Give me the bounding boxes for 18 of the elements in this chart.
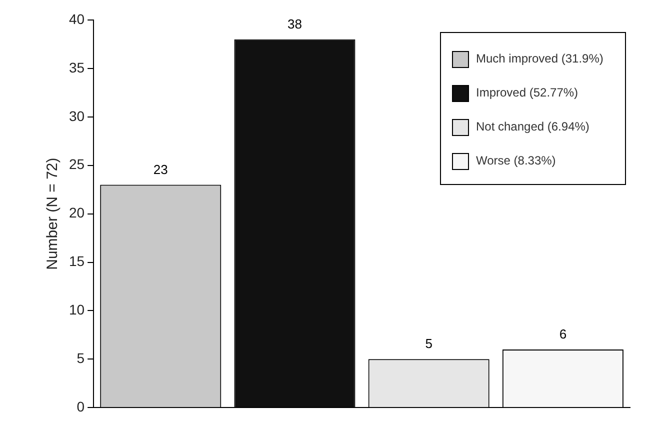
data-label: 5 <box>425 336 432 352</box>
legend-label: Much improved (31.9%) <box>476 51 604 66</box>
y-axis-title: Number (N = 72) <box>44 158 62 270</box>
y-tick-label: 0 <box>76 398 85 414</box>
data-label: 38 <box>288 16 302 32</box>
legend-label: Not changed (6.94%) <box>476 119 590 134</box>
y-tick-label: 10 <box>68 302 85 318</box>
y-tick-label: 40 <box>68 10 85 27</box>
y-tick-label: 25 <box>68 156 85 172</box>
legend-label: Improved (52.77%) <box>476 85 578 100</box>
y-tick-label: 35 <box>68 59 85 76</box>
legend-label: Worse (8.33%) <box>476 153 556 168</box>
data-label: 23 <box>153 162 168 177</box>
y-tick-label: 5 <box>76 350 85 366</box>
y-tick-label: 30 <box>68 108 85 124</box>
data-label: 6 <box>559 326 567 342</box>
y-tick-label: 15 <box>68 253 85 270</box>
y-tick-label: 20 <box>68 204 85 221</box>
